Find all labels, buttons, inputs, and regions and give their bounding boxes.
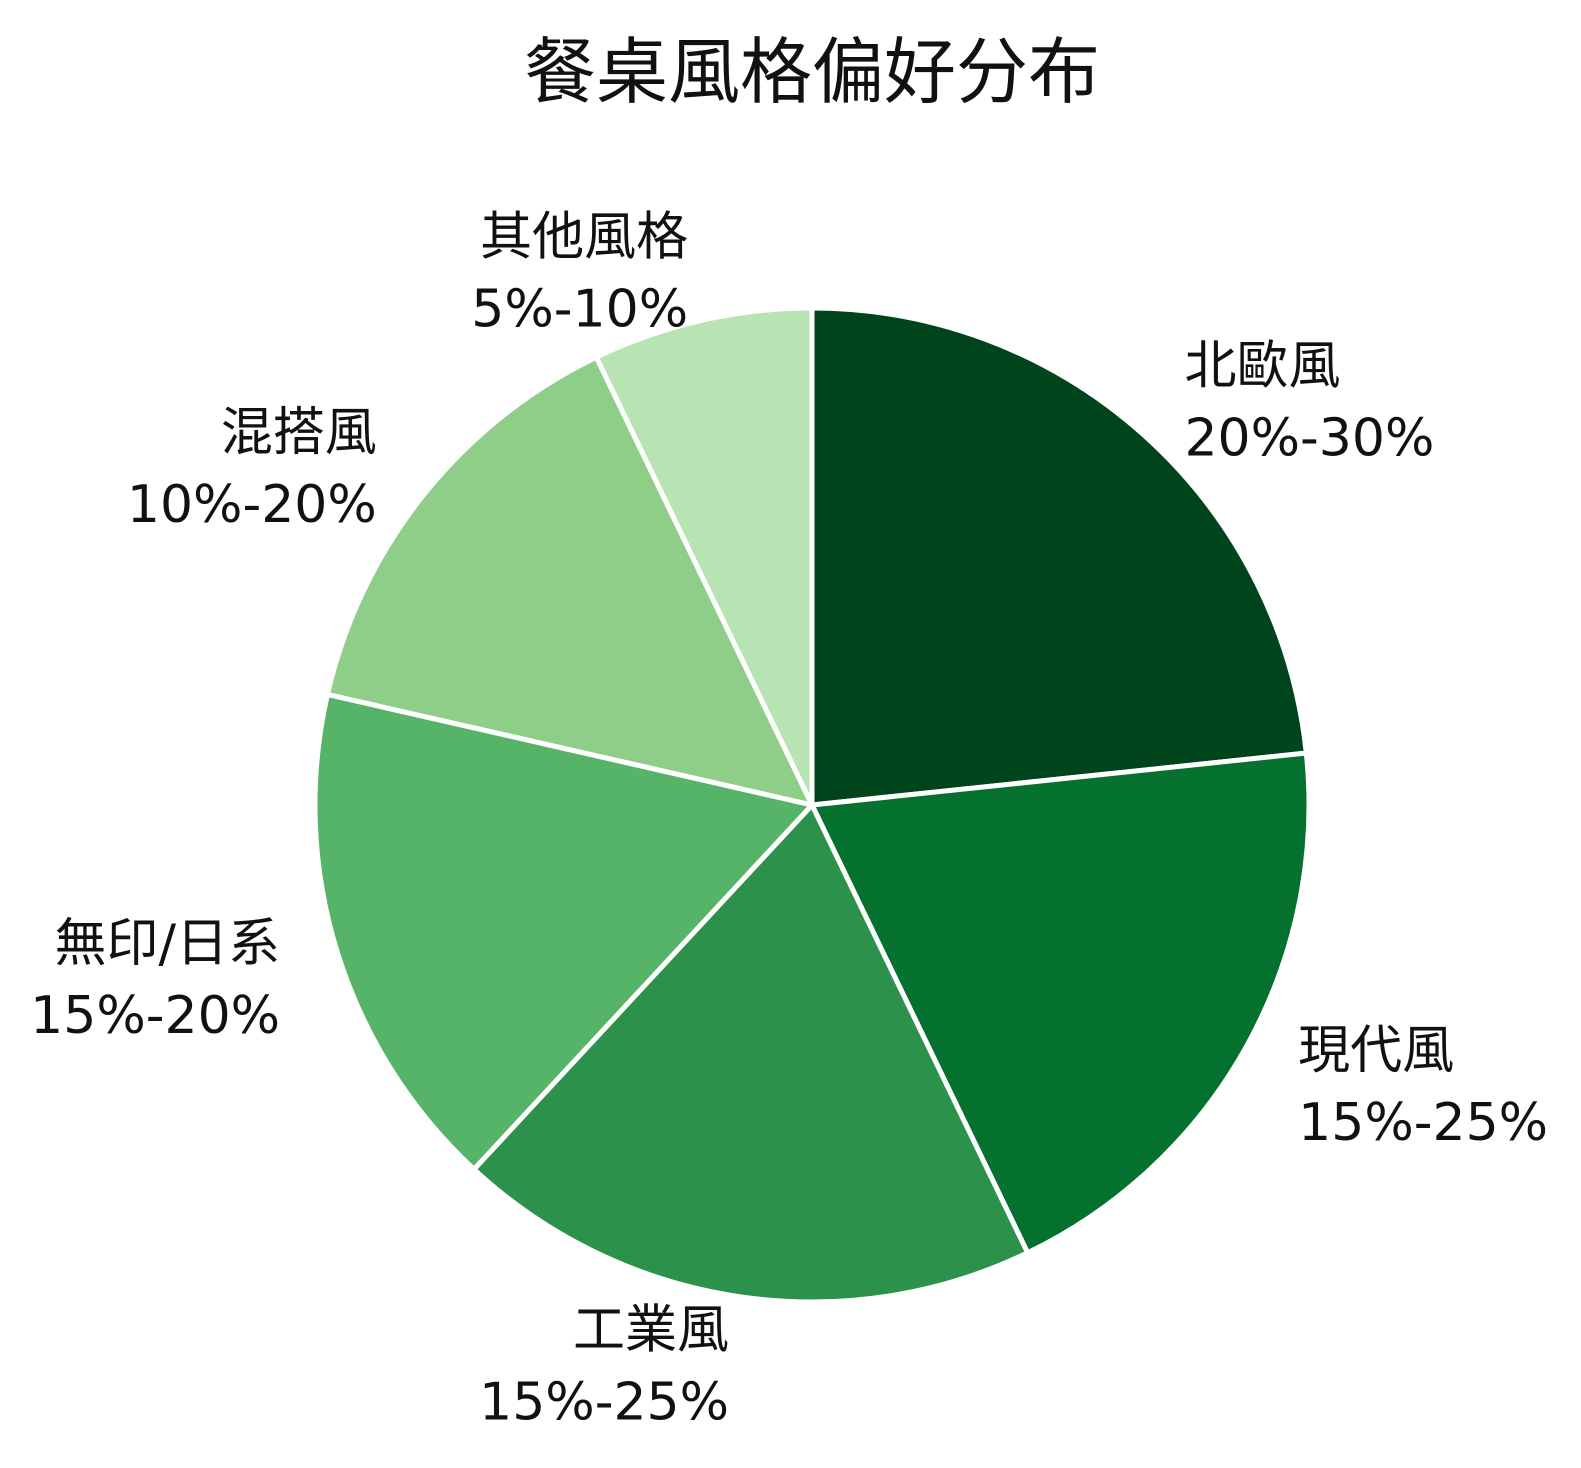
pie-slice: [312, 691, 817, 1173]
chart-title: 餐桌風格偏好分布: [524, 30, 1100, 114]
slice-label-range: 15%-25%: [1298, 1093, 1548, 1153]
slice-label-range: 5%-10%: [471, 279, 688, 339]
slice-label-name: 北歐風: [1184, 336, 1340, 396]
pie-slice: [324, 353, 817, 809]
slice-label-range: 20%-30%: [1184, 408, 1434, 468]
pie-slices: [312, 305, 1312, 1305]
slice-label-name: 無印/日系: [55, 914, 281, 974]
slice-label-range: 10%-20%: [127, 475, 377, 535]
slice-label-name: 工業風: [573, 1300, 729, 1360]
pie-slice: [593, 305, 815, 807]
slice-label-range: 15%-25%: [479, 1372, 729, 1432]
slice-label-range: 15%-20%: [30, 986, 280, 1046]
slice-label-name: 其他風格: [480, 207, 688, 267]
slice-labels: 北歐風 20%-30% 現代風 15%-25% 工業風 15%-25% 無印/日系 15%-2…: [30, 207, 1548, 1432]
pie-slice: [808, 750, 1312, 1257]
pie-slice: [470, 800, 1031, 1305]
slice-label-name: 現代風: [1298, 1021, 1454, 1081]
pie-slice: [809, 305, 1310, 808]
slice-label-name: 混搭風: [221, 403, 377, 463]
